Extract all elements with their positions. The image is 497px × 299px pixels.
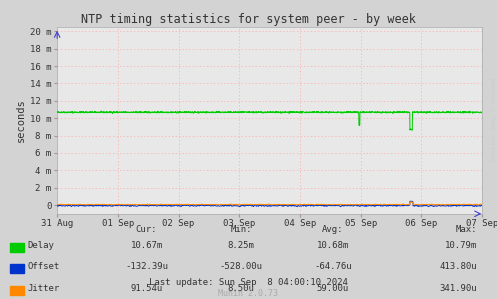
- Text: 10.79m: 10.79m: [445, 241, 477, 250]
- Text: 8.50u: 8.50u: [228, 284, 254, 293]
- Text: Max:: Max:: [456, 225, 477, 234]
- Text: Avg:: Avg:: [322, 225, 344, 234]
- Text: Last update: Sun Sep  8 04:00:10 2024: Last update: Sun Sep 8 04:00:10 2024: [149, 278, 348, 287]
- Text: Min:: Min:: [230, 225, 252, 234]
- Text: NTP timing statistics for system peer - by week: NTP timing statistics for system peer - …: [81, 13, 416, 26]
- Text: 341.90u: 341.90u: [439, 284, 477, 293]
- Text: Jitter: Jitter: [27, 284, 60, 293]
- Text: Munin 2.0.73: Munin 2.0.73: [219, 289, 278, 298]
- Text: -64.76u: -64.76u: [314, 263, 352, 271]
- Text: 413.80u: 413.80u: [439, 263, 477, 271]
- Text: 10.68m: 10.68m: [317, 241, 349, 250]
- Text: Offset: Offset: [27, 263, 60, 271]
- Text: Delay: Delay: [27, 241, 54, 250]
- Text: 10.67m: 10.67m: [131, 241, 163, 250]
- Text: 59.00u: 59.00u: [317, 284, 349, 293]
- Text: 8.25m: 8.25m: [228, 241, 254, 250]
- Text: RRDTOOL / TOBI OETIKER: RRDTOOL / TOBI OETIKER: [490, 78, 495, 161]
- Y-axis label: seconds: seconds: [16, 98, 26, 142]
- Text: Cur:: Cur:: [136, 225, 158, 234]
- Text: -528.00u: -528.00u: [220, 263, 262, 271]
- Text: -132.39u: -132.39u: [125, 263, 168, 271]
- Text: 91.54u: 91.54u: [131, 284, 163, 293]
